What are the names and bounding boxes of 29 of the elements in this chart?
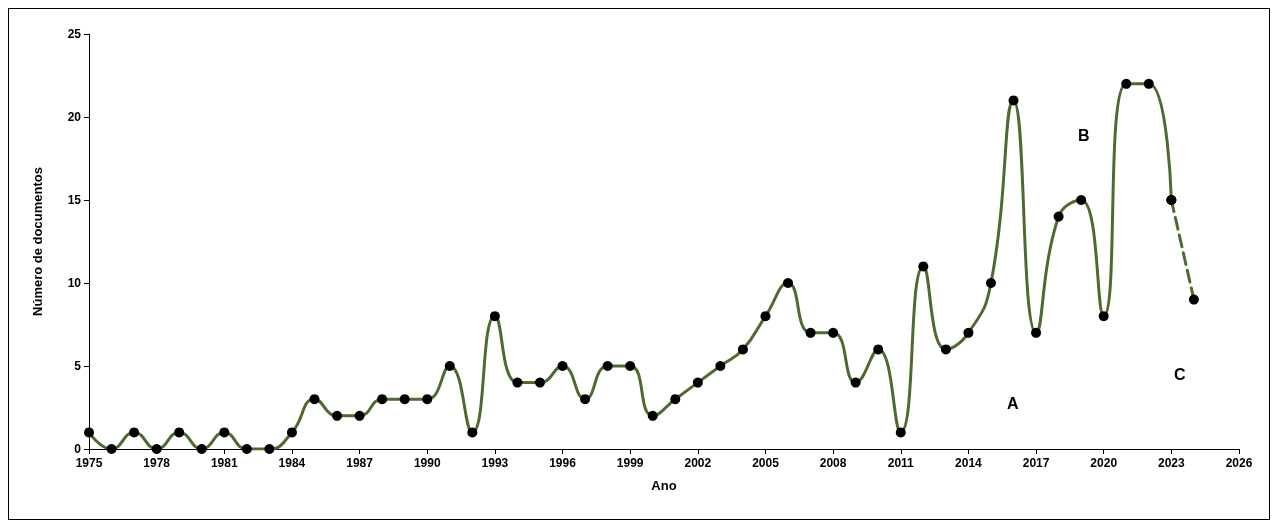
y-axis-title: Número de documentos — [30, 167, 45, 316]
x-tick-label: 1987 — [346, 456, 374, 470]
annotation: C — [1174, 365, 1186, 383]
x-tick-label: 2008 — [819, 456, 847, 470]
annotation: A — [1007, 394, 1019, 412]
x-tick-label: 1993 — [481, 456, 509, 470]
x-axis-title: Ano — [651, 478, 677, 493]
x-tick-label: 1981 — [210, 456, 238, 470]
x-tick-label: 2023 — [1158, 456, 1186, 470]
x-tick-label: 1990 — [413, 456, 441, 470]
x-tick-label: 1984 — [278, 456, 306, 470]
y-tick-label: 15 — [67, 193, 82, 207]
x-tick-label: 2014 — [955, 456, 983, 470]
x-tick-label: 1978 — [143, 456, 171, 470]
y-tick-label: 25 — [67, 27, 82, 41]
x-tick-label: 2011 — [887, 456, 915, 470]
x-tick-label: 2020 — [1090, 456, 1118, 470]
x-tick-label: 2002 — [684, 456, 712, 470]
x-tick-label: 2005 — [752, 456, 780, 470]
annotation: B — [1078, 126, 1090, 144]
x-tick-label: 2026 — [1225, 456, 1253, 470]
x-tick-label: 1996 — [549, 456, 577, 470]
x-tick-label: 1999 — [616, 456, 644, 470]
y-tick-label: 10 — [67, 276, 82, 290]
y-tick-label: 5 — [74, 359, 82, 373]
y-tick-label: 20 — [67, 110, 82, 124]
y-tick-label: 0 — [74, 442, 82, 456]
x-tick-label: 1975 — [75, 456, 103, 470]
x-tick-label: 2017 — [1022, 456, 1050, 470]
